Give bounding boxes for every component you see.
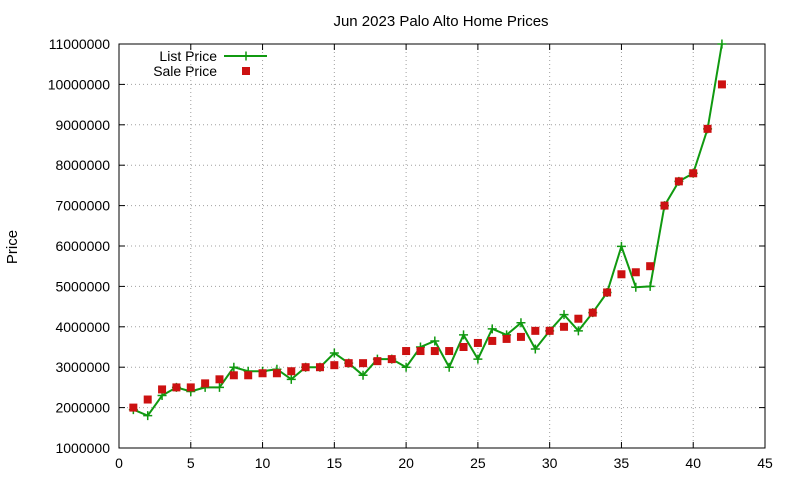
y-tick-label: 7000000 <box>55 198 110 214</box>
point-list-price <box>229 362 239 372</box>
x-tick-label: 5 <box>187 455 195 471</box>
point-sale-price <box>387 355 396 364</box>
point-sale-price <box>301 363 310 372</box>
point-list-price <box>329 348 339 358</box>
point-list-price <box>616 241 626 251</box>
point-sale-price <box>588 308 597 317</box>
point-list-price <box>631 282 641 292</box>
point-sale-price <box>660 201 669 210</box>
y-tick-label: 9000000 <box>55 117 110 133</box>
y-tick-label: 3000000 <box>55 359 110 375</box>
point-sale-price <box>186 383 195 392</box>
point-list-price <box>717 39 727 49</box>
x-tick-label: 35 <box>614 455 630 471</box>
y-tick-label: 1000000 <box>55 440 110 456</box>
point-list-price <box>530 344 540 354</box>
point-list-price <box>214 382 224 392</box>
x-tick-label: 10 <box>255 455 271 471</box>
point-sale-price <box>430 347 439 356</box>
point-list-price <box>473 354 483 364</box>
point-sale-price <box>402 347 411 356</box>
point-list-price <box>573 326 583 336</box>
point-sale-price <box>631 268 640 277</box>
legend-label-list-price: List Price <box>159 48 217 64</box>
y-tick-label: 6000000 <box>55 238 110 254</box>
point-sale-price <box>416 347 425 356</box>
point-sale-price <box>287 367 296 376</box>
point-sale-price <box>344 359 353 368</box>
point-sale-price <box>315 363 324 372</box>
y-tick-label: 4000000 <box>55 319 110 335</box>
point-sale-price <box>560 322 569 331</box>
y-tick-label: 11000000 <box>49 36 110 52</box>
legend: List Price Sale Price <box>153 48 267 79</box>
point-sale-price <box>574 314 583 323</box>
point-sale-price <box>488 336 497 345</box>
point-sale-price <box>717 80 726 89</box>
x-tick-label: 45 <box>757 455 773 471</box>
point-sale-price <box>703 124 712 133</box>
point-list-price <box>358 370 368 380</box>
point-list-price <box>444 362 454 372</box>
point-sale-price <box>258 369 267 378</box>
point-sale-price <box>473 338 482 347</box>
point-sale-price <box>516 332 525 341</box>
y-tick-label: 2000000 <box>55 400 110 416</box>
y-tick-label: 10000000 <box>48 76 111 92</box>
x-tick-label: 15 <box>327 455 343 471</box>
y-axis-label: Price <box>4 230 21 264</box>
grid-lines <box>119 44 765 448</box>
point-sale-price <box>201 379 210 388</box>
point-list-price <box>487 324 497 334</box>
x-tick-label: 25 <box>470 455 486 471</box>
point-sale-price <box>330 361 339 370</box>
point-sale-price <box>603 288 612 297</box>
point-sale-price <box>646 262 655 271</box>
x-tick-label: 20 <box>398 455 414 471</box>
point-list-price <box>516 318 526 328</box>
point-sale-price <box>531 326 540 335</box>
point-sale-price <box>617 270 626 279</box>
legend-label-sale-price: Sale Price <box>153 63 217 79</box>
x-tick-label: 0 <box>115 455 123 471</box>
point-sale-price <box>545 326 554 335</box>
point-sale-price <box>674 177 683 186</box>
point-sale-price <box>272 369 281 378</box>
y-tick-label: 8000000 <box>55 157 110 173</box>
point-list-price <box>559 310 569 320</box>
point-sale-price <box>172 383 181 392</box>
x-tick-label: 40 <box>685 455 701 471</box>
series-line-list-price <box>133 43 723 417</box>
legend-marker-sale-price <box>242 67 250 75</box>
plot-frame <box>118 43 766 449</box>
point-sale-price <box>502 334 511 343</box>
chart-title: Jun 2023 Palo Alto Home Prices <box>333 13 548 30</box>
point-list-price <box>401 362 411 372</box>
legend-marker-list-price <box>241 51 251 61</box>
point-sale-price <box>129 403 138 412</box>
x-tick-label: 30 <box>542 455 558 471</box>
point-list-price <box>286 374 296 384</box>
point-sale-price <box>229 371 238 380</box>
point-list-price <box>143 411 153 421</box>
point-list-price <box>430 336 440 346</box>
point-list-price <box>459 330 469 340</box>
point-sale-price <box>445 347 454 356</box>
point-sale-price <box>373 357 382 366</box>
point-sale-price <box>244 371 253 380</box>
series-layer <box>128 39 727 421</box>
point-sale-price <box>459 343 468 351</box>
point-sale-price <box>158 385 167 394</box>
axis-ticks: 1000000 2000000 3000000 4000000 5000000 60000… <box>48 36 773 471</box>
point-sale-price <box>689 169 698 178</box>
point-sale-price <box>143 395 152 404</box>
point-sale-price <box>215 375 224 384</box>
point-list-price <box>645 281 655 291</box>
y-tick-label: 5000000 <box>55 278 110 294</box>
point-sale-price <box>359 359 368 368</box>
